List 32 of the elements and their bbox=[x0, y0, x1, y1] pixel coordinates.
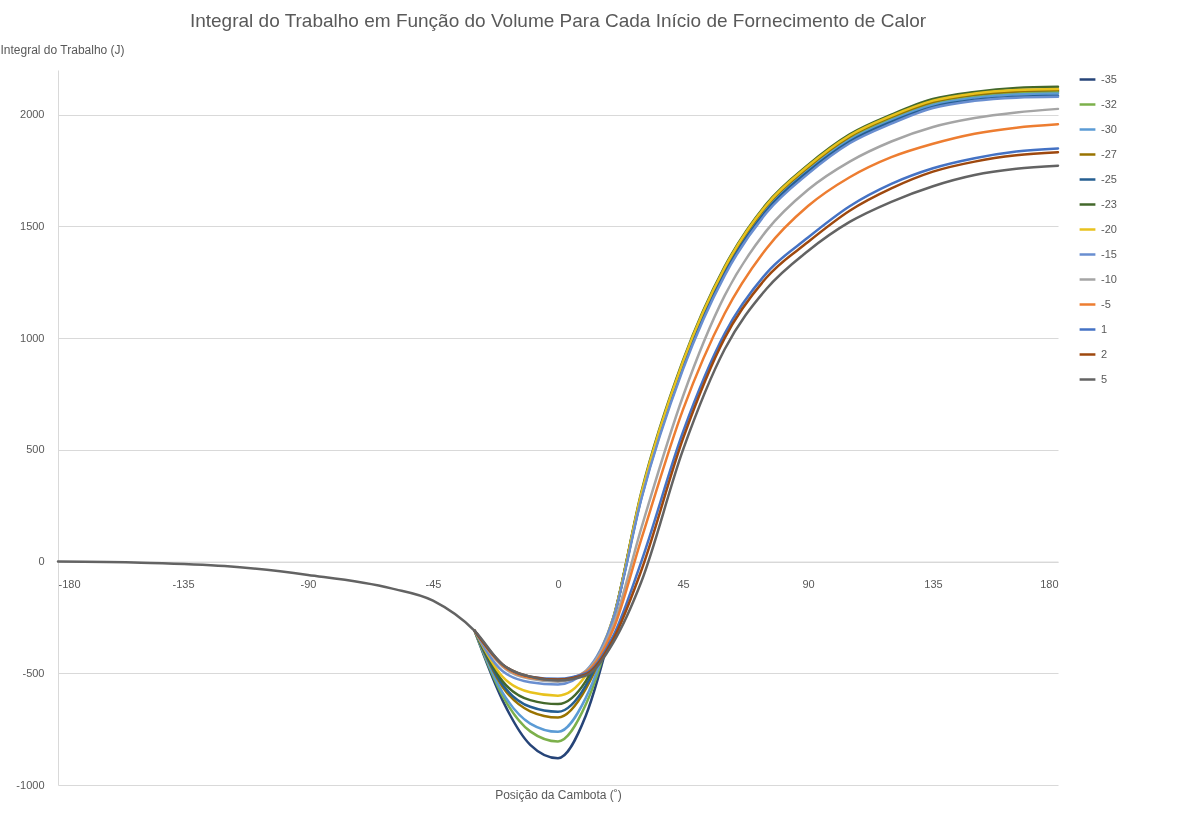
y-tick-label: -1000 bbox=[16, 778, 45, 791]
x-tick-label: 0 bbox=[555, 578, 562, 591]
legend-label: -32 bbox=[1101, 97, 1117, 110]
x-tick-label: 135 bbox=[924, 578, 943, 591]
legend-label: -10 bbox=[1101, 272, 1117, 285]
y-tick-label: 2000 bbox=[20, 108, 45, 121]
y-tick-label: 500 bbox=[26, 443, 45, 456]
x-tick-label: 90 bbox=[802, 578, 815, 591]
y-tick-label: 1500 bbox=[20, 219, 45, 232]
legend-label: -5 bbox=[1101, 297, 1111, 310]
x-tick-label: 45 bbox=[677, 578, 690, 591]
x-tick-label: -180 bbox=[58, 578, 81, 591]
y-axis-title: Integral do Trabalho (J) bbox=[0, 42, 125, 57]
legend-label: -35 bbox=[1101, 72, 1117, 85]
y-tick-label: 1000 bbox=[20, 331, 45, 344]
y-tick-label: -500 bbox=[22, 666, 45, 679]
legend-label: 2 bbox=[1101, 347, 1108, 360]
x-axis-title: Posição da Cambota (˚) bbox=[495, 787, 622, 802]
x-tick-label: -90 bbox=[300, 578, 317, 591]
legend-label: -23 bbox=[1101, 197, 1117, 210]
legend-label: 1 bbox=[1101, 322, 1108, 335]
x-tick-label: -45 bbox=[425, 578, 442, 591]
legend-label: 5 bbox=[1101, 372, 1108, 385]
legend-label: -25 bbox=[1101, 172, 1117, 185]
x-tick-label: -135 bbox=[172, 578, 195, 591]
y-tick-label: 0 bbox=[38, 555, 45, 568]
chart-title: Integral do Trabalho em Função do Volume Para Cada Início de Fornecimento de Calor bbox=[189, 10, 927, 31]
x-tick-label: 180 bbox=[1040, 578, 1059, 591]
legend-label: -27 bbox=[1101, 147, 1117, 160]
legend-label: -20 bbox=[1101, 222, 1117, 235]
legend-label: -15 bbox=[1101, 247, 1117, 260]
legend-label: -30 bbox=[1101, 122, 1117, 135]
